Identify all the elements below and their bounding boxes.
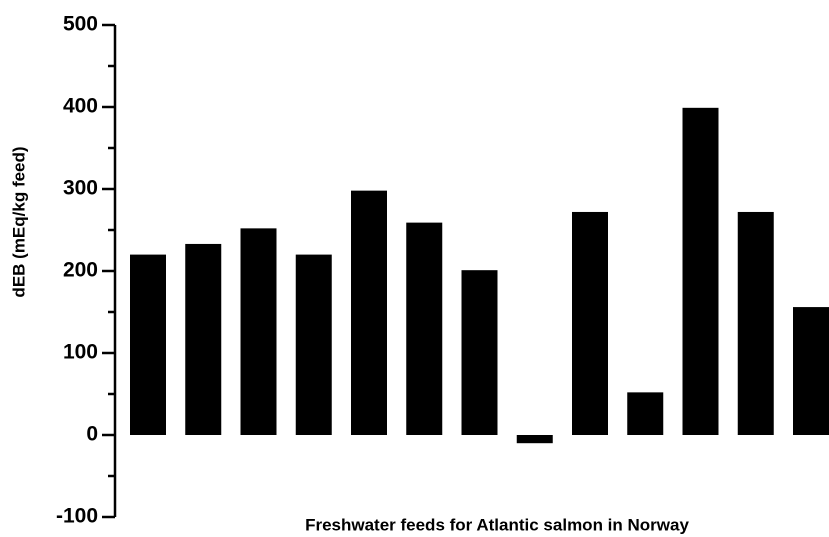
bar [351, 190, 387, 435]
y-tick-label: 100 [63, 341, 98, 364]
bar [185, 243, 222, 435]
y-tick-label: -100 [56, 505, 98, 528]
bar [240, 228, 277, 435]
bar [461, 270, 498, 435]
bar [627, 392, 664, 435]
bar [406, 222, 443, 435]
bar [516, 435, 553, 444]
x-axis-label: Freshwater feeds for Atlantic salmon in … [305, 515, 689, 534]
y-tick-label: 200 [63, 259, 98, 282]
y-axis-label: dEB (mEq/kg feed) [9, 146, 28, 297]
bar [793, 307, 829, 435]
bar [130, 254, 166, 435]
bar [682, 107, 719, 435]
y-tick-label: 300 [63, 177, 98, 200]
y-tick-label: 0 [86, 423, 98, 446]
bar [572, 211, 608, 435]
y-tick-label: 500 [63, 13, 98, 36]
bar [737, 211, 774, 435]
y-tick-label: 400 [63, 95, 98, 118]
bar [295, 254, 332, 435]
